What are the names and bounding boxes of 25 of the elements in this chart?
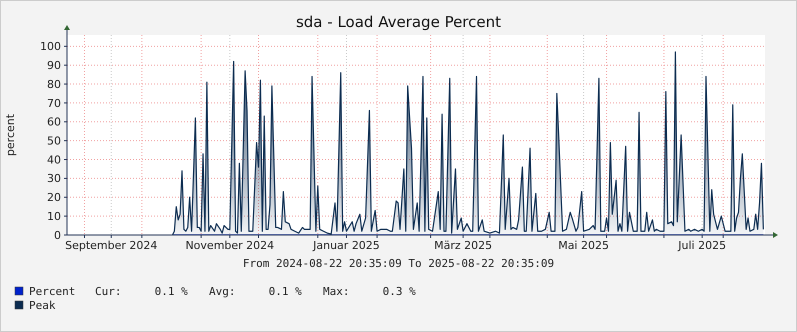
y-tick-label: 70 <box>47 96 61 110</box>
chart-title: sda - Load Average Percent <box>296 13 502 31</box>
x-tick-label: September 2024 <box>65 239 158 252</box>
x-tick-label: Januar 2025 <box>312 239 380 252</box>
y-axis-title: percent <box>4 113 17 156</box>
y-tick-label: 60 <box>47 116 61 129</box>
y-tick-label: 100 <box>40 40 61 54</box>
legend-label: Peak <box>29 298 56 312</box>
x-tick-label: März 2025 <box>434 239 492 252</box>
text: Avg: 0.1 % <box>209 284 302 298</box>
text: Cur: 0.1 % <box>95 284 188 298</box>
y-tick-label: 30 <box>47 172 61 186</box>
y-tick-label: 90 <box>47 59 61 72</box>
y-tick-label: 40 <box>47 153 61 166</box>
x-axis-title: From 2024-08-22 20:35:09 To 2025-08-22 20:35:09 <box>242 257 554 270</box>
y-tick-label: 80 <box>47 78 61 91</box>
y-tick-label: 20 <box>47 191 61 204</box>
x-tick-label: Mai 2025 <box>558 239 609 252</box>
x-tick-label: Juli 2025 <box>677 239 726 252</box>
legend-label: Percent <box>29 284 76 298</box>
y-tick-label: 10 <box>47 210 61 223</box>
y-tick-label: 50 <box>47 134 61 148</box>
x-tick-label: November 2024 <box>185 239 274 252</box>
y-tick-label: 0 <box>54 228 61 242</box>
text: Max: 0.3 % <box>323 284 416 298</box>
